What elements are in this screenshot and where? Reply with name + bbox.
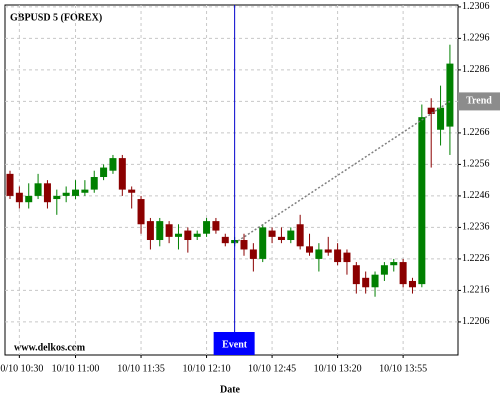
x-tick-label: 10/10 13:20 xyxy=(314,363,362,374)
candle-body xyxy=(118,158,126,190)
trend-line xyxy=(234,100,451,244)
candle-body xyxy=(193,233,201,237)
candle-body xyxy=(343,252,351,263)
candle-body xyxy=(418,117,426,285)
candle-body xyxy=(399,262,407,285)
plot-area xyxy=(4,4,459,356)
x-tick-label: 10/10 12:10 xyxy=(183,363,231,374)
candle-body xyxy=(427,107,435,115)
candle-body xyxy=(100,167,108,178)
candle-body xyxy=(184,230,192,241)
x-tick-label: 10/10 12:45 xyxy=(248,363,296,374)
candle-body xyxy=(203,221,211,234)
y-tick-label: 1.2266 xyxy=(462,127,490,138)
candle-body xyxy=(72,189,80,196)
candle-body xyxy=(221,236,229,244)
candle-body xyxy=(268,230,276,237)
y-tick-label: 1.2286 xyxy=(462,64,490,75)
x-tick-label: 10/10 10:30 xyxy=(0,363,43,374)
candle-body xyxy=(315,249,323,259)
candle-body xyxy=(446,63,454,127)
candle-body xyxy=(371,274,379,288)
event-label: Event xyxy=(222,339,248,350)
candle-body xyxy=(34,183,42,196)
candle-body xyxy=(25,195,33,203)
candle-body xyxy=(53,195,61,200)
candle-body xyxy=(90,177,98,190)
candle-body xyxy=(62,192,70,196)
candle-body xyxy=(437,107,445,130)
candle-body xyxy=(277,236,285,241)
candle-body xyxy=(174,233,182,237)
candle-body xyxy=(380,265,388,275)
y-tick-label: 1.2226 xyxy=(462,253,490,264)
candle-body xyxy=(165,224,173,237)
candle-body xyxy=(259,227,267,259)
candle-body xyxy=(137,199,145,225)
y-tick-label: 1.2296 xyxy=(462,33,490,44)
candle-body xyxy=(362,277,370,288)
candle-body xyxy=(6,173,14,196)
y-tick-label: 1.2256 xyxy=(462,159,490,170)
candle-body xyxy=(109,158,117,171)
y-tick-label: 1.2216 xyxy=(462,285,490,296)
trend-label: Trend xyxy=(466,96,492,107)
candle-body xyxy=(287,230,295,241)
event-label-box xyxy=(213,332,255,355)
y-tick-label: 1.2236 xyxy=(462,222,490,233)
x-tick-label: 10/10 13:55 xyxy=(379,363,427,374)
y-tick-label: 1.2306 xyxy=(462,1,490,12)
candle-body xyxy=(334,249,342,263)
candle-body xyxy=(15,192,23,203)
candle-body xyxy=(390,262,398,266)
candle-body xyxy=(240,240,248,250)
candle-body xyxy=(296,224,304,247)
y-tick-label: 1.2206 xyxy=(462,316,490,327)
candle-body xyxy=(212,221,220,231)
candle-body xyxy=(408,280,416,288)
x-axis-label: Date xyxy=(220,384,241,395)
x-tick-label: 10/10 11:35 xyxy=(117,363,165,374)
candle-body xyxy=(306,246,314,253)
y-tick-label: 1.2246 xyxy=(462,190,490,201)
x-tick-label: 10/10 11:00 xyxy=(52,363,100,374)
watermark: www.delkos.com xyxy=(14,342,86,353)
candle-body xyxy=(324,249,332,253)
candle-body xyxy=(352,265,360,285)
candle-body xyxy=(156,221,164,241)
candle-body xyxy=(249,249,257,259)
trend-label-box xyxy=(458,92,500,111)
chart-title: GBPUSD 5 (FOREX) xyxy=(10,12,102,23)
candle-body xyxy=(128,189,136,193)
candle-body xyxy=(81,189,89,193)
candle-body xyxy=(146,221,154,241)
candle-body xyxy=(43,183,51,203)
